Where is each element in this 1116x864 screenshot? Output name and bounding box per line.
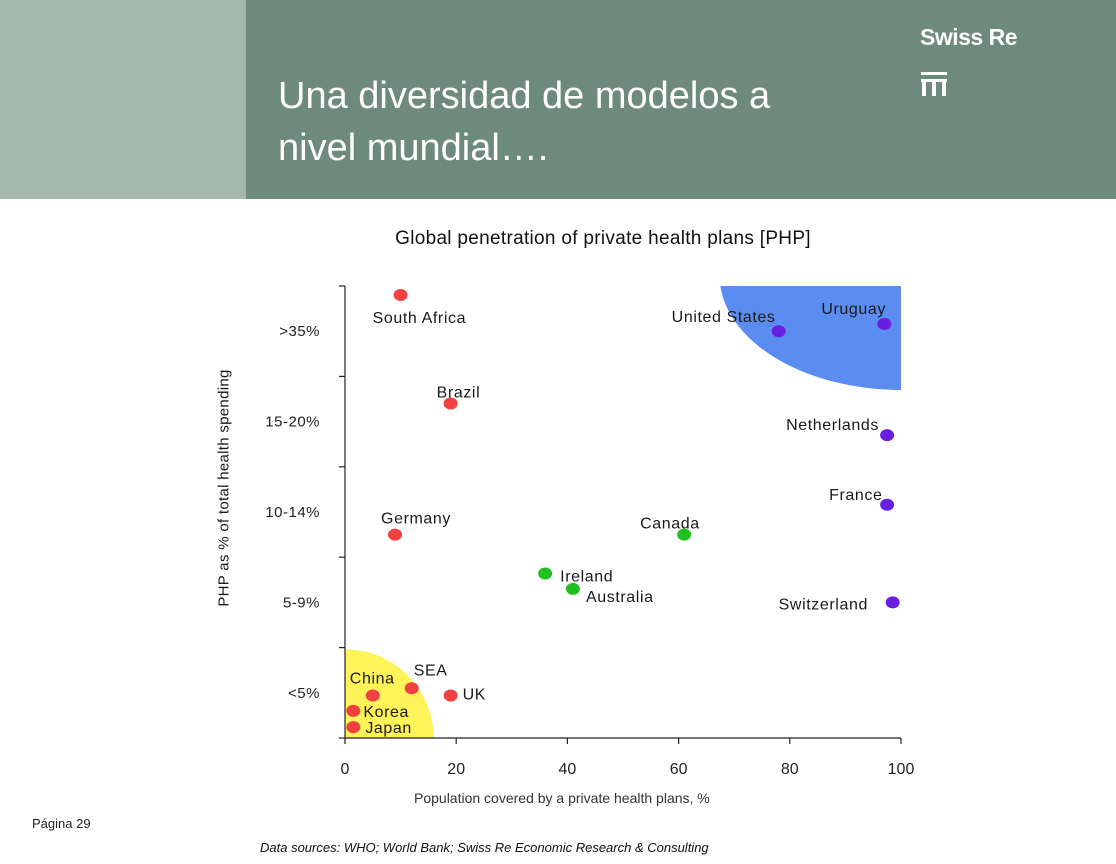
x-tick-label: 40	[559, 761, 577, 778]
x-tick-label: 0	[341, 761, 350, 778]
point-china	[365, 689, 380, 702]
point-label-germany: Germany	[381, 511, 451, 528]
data-source-note: Data sources: WHO; World Bank; Swiss Re …	[260, 840, 709, 855]
point-sea	[404, 682, 419, 695]
slide-title-line-1: Una diversidad de modelos a	[278, 75, 771, 117]
point-australia	[565, 582, 580, 595]
point-uk	[443, 689, 458, 702]
y-category-label: >35%	[279, 323, 320, 340]
slide-title: Una diversidad de modelos a nivel mundia…	[278, 70, 838, 174]
x-tick-label: 100	[888, 761, 915, 778]
point-japan	[346, 721, 361, 734]
point-label-uruguay: Uruguay	[821, 301, 886, 318]
point-label-brazil: Brazil	[437, 385, 481, 402]
x-axis-label: Population covered by a private health p…	[414, 790, 710, 806]
y-category-label: 10-14%	[265, 504, 320, 521]
point-label-korea: Korea	[363, 704, 409, 721]
point-label-netherlands: Netherlands	[786, 417, 879, 434]
y-axis-label: PHP as % of total health spending	[215, 369, 233, 607]
x-tick-label: 60	[670, 761, 688, 778]
point-germany	[388, 528, 403, 541]
point-switzerland	[885, 596, 900, 609]
region-high-penetration	[720, 286, 901, 390]
point-label-china: China	[350, 671, 395, 688]
point-netherlands	[880, 429, 895, 442]
point-label-japan: Japan	[365, 720, 412, 737]
point-united-states	[771, 325, 786, 338]
point-label-ireland: Ireland	[560, 568, 613, 585]
page-number: Página 29	[32, 816, 91, 831]
header-left-panel	[0, 0, 246, 199]
point-label-uk: UK	[463, 687, 486, 704]
point-canada	[677, 528, 692, 541]
point-uruguay	[877, 317, 892, 330]
point-label-united-states: United States	[672, 309, 776, 326]
point-label-south-africa: South Africa	[373, 310, 466, 327]
point-label-australia: Australia	[586, 589, 654, 606]
y-category-label: 15-20%	[265, 414, 320, 431]
point-label-sea: SEA	[414, 662, 448, 679]
region-low-penetration	[345, 649, 434, 738]
scatter-chart: 0 20 40 60 80 100 <5% 5-9% 10-14% 15-20% >35% South…	[265, 285, 915, 778]
header-main-panel	[246, 0, 1116, 199]
point-france	[880, 498, 895, 511]
point-brazil	[443, 397, 458, 410]
point-label-switzerland: Switzerland	[779, 596, 868, 613]
point-korea	[346, 704, 361, 717]
swiss-re-logo-icon	[921, 72, 947, 96]
chart-title: Global penetration of private health pla…	[395, 228, 811, 249]
x-tick-label: 20	[447, 761, 465, 778]
slide-title-line-2: nivel mundial….	[278, 127, 549, 169]
point-ireland	[538, 567, 553, 580]
y-category-label: <5%	[288, 685, 320, 702]
point-label-france: France	[829, 487, 882, 504]
y-category-label: 5-9%	[283, 594, 320, 611]
point-label-canada: Canada	[640, 516, 700, 533]
brand-name: Swiss Re	[920, 24, 1018, 50]
x-tick-label: 80	[781, 761, 799, 778]
point-south-africa	[393, 289, 408, 302]
